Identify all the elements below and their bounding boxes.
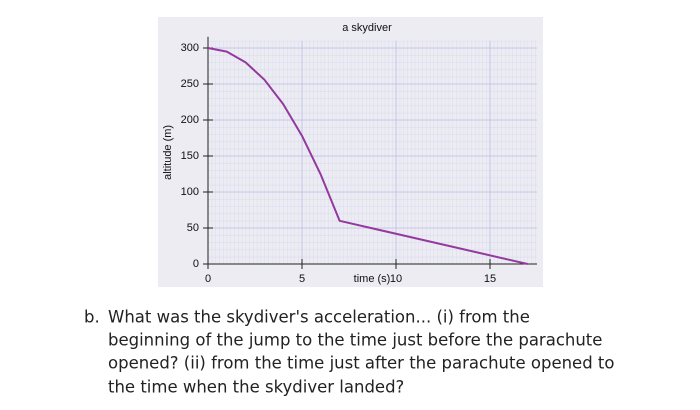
y-tick-label: 200 [181,114,199,126]
question-line: What was the skydiver's acceleration... … [108,308,530,327]
x-tick-label: 0 [205,273,211,285]
y-tick-label: 250 [181,78,199,90]
y-tick-label: 300 [181,42,199,54]
question-line: beginning of the jump to the time just b… [108,331,602,350]
chart-title: a skydiver [342,22,392,34]
x-tick-label: 5 [299,273,305,285]
y-tick-label: 0 [193,258,199,270]
question-line: the time when the skydiver landed? [108,378,404,397]
x-tick-label: 10 [390,273,402,285]
y-axis-label: altitude (m) [162,125,174,180]
question: b. What was the skydiver's acceleration.… [84,308,614,397]
chart: a skydiver time (s) altitude (m) 0501001… [162,22,537,285]
y-tick-label: 100 [181,186,199,198]
question-label: b. [84,308,100,327]
x-axis-label: time (s) [354,273,391,285]
y-tick-label: 50 [187,222,199,234]
question-line: opened? (ii) from the time just after th… [108,354,614,373]
x-tick-label: 15 [484,273,496,285]
series-line [207,47,528,265]
y-tick-label: 150 [181,150,199,162]
